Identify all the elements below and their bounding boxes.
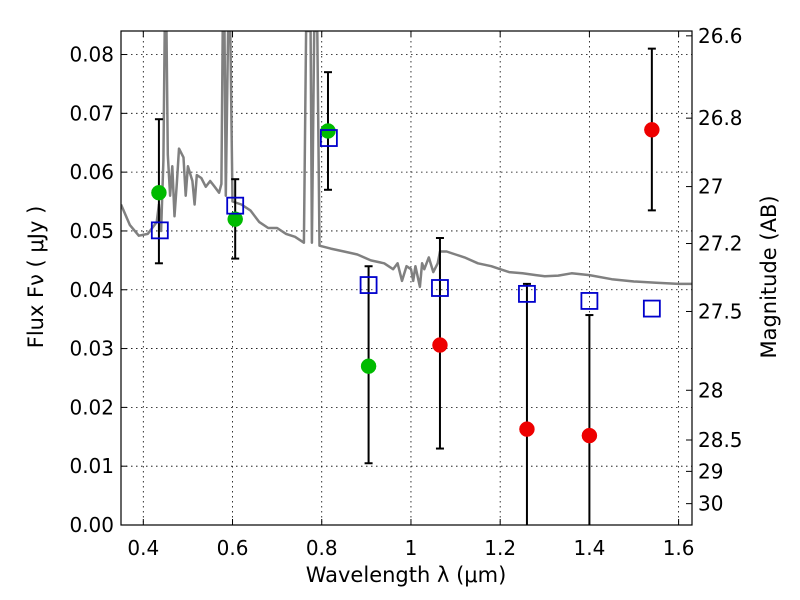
right-axis-label: Magnitude (AB)	[757, 195, 781, 358]
y-tick-label: 0.05	[69, 219, 114, 243]
x-tick-label: 1.4	[573, 536, 605, 560]
data-point	[151, 184, 167, 201]
right-tick-label: 27.2	[698, 232, 743, 256]
grid	[121, 31, 692, 526]
right-tick-label: 28	[698, 378, 723, 402]
x-tick-label: 1	[405, 536, 418, 560]
right-tick-label: 26.8	[698, 106, 743, 130]
x-tick-label: 1.6	[663, 536, 695, 560]
y-tick-label: 0.00	[69, 513, 114, 537]
y-tick-label: 0.07	[69, 101, 114, 125]
data-point	[320, 123, 336, 139]
right-tick-label: 27.5	[698, 299, 743, 323]
model-spectrum-line	[121, 31, 692, 289]
x-tick-label: 1.2	[484, 536, 516, 560]
x-tick-label: 0.4	[127, 536, 159, 560]
axes: 0.4 0.6 0.8 1 1.2 1.4 1.6 0.00 0.01 0.02 0.03 0.04 0…	[69, 24, 742, 560]
y-tick-label: 0.01	[69, 454, 114, 478]
model-point	[518, 284, 536, 303]
right-tick-label: 27	[698, 175, 723, 199]
model-point	[226, 196, 245, 215]
model-point	[580, 292, 599, 310]
data-point	[581, 427, 598, 444]
y-tick-label: 0.08	[69, 43, 114, 67]
y-tick-label: 0.04	[69, 278, 114, 302]
right-tick-label: 30	[698, 492, 723, 516]
x-tick-label: 0.8	[306, 536, 338, 560]
plot-frame	[120, 30, 693, 526]
right-tick-label: 26.6	[698, 24, 743, 48]
y-tick-label: 0.03	[69, 337, 114, 361]
data-point	[432, 337, 448, 353]
data-point	[519, 421, 535, 437]
right-tick-label: 28.5	[698, 428, 743, 452]
right-tick-label: 29	[698, 459, 723, 483]
data-point	[360, 358, 377, 374]
x-tick-label: 0.6	[217, 536, 249, 560]
data-point	[644, 122, 660, 138]
plot-area	[121, 31, 692, 525]
model-point	[642, 299, 661, 318]
x-axis-label: Wavelength λ (μm)	[306, 563, 507, 587]
model-point	[359, 276, 378, 294]
model-point	[431, 279, 449, 297]
model-point	[150, 221, 169, 240]
y-tick-label: 0.02	[69, 395, 114, 419]
y-axis-label: Flux Fν ( μJy )	[24, 206, 48, 349]
model-point	[319, 129, 338, 147]
y-tick-label: 0.06	[69, 160, 114, 184]
data-point	[227, 211, 243, 227]
